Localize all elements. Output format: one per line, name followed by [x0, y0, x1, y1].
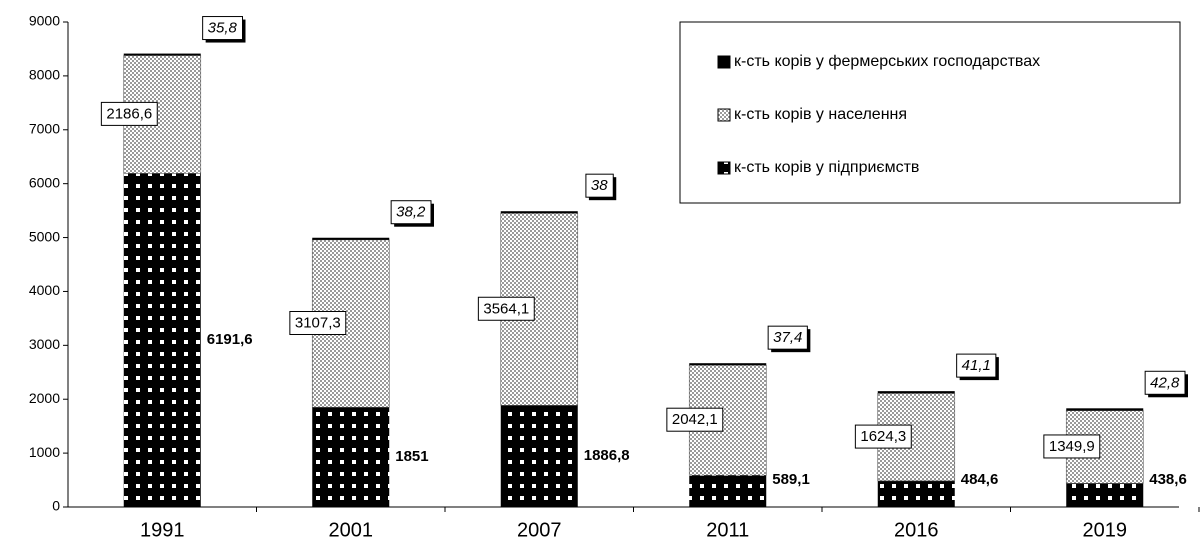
data-label: 484,6	[961, 471, 999, 488]
data-label: 1851	[395, 448, 428, 465]
legend-box	[679, 21, 1181, 204]
legend-swatch	[717, 161, 731, 175]
bar-segment	[312, 237, 390, 240]
data-label: 2042,1	[672, 411, 718, 428]
data-label-box	[767, 325, 808, 350]
data-label: 1349,9	[1049, 438, 1095, 455]
bar-segment	[1066, 408, 1144, 411]
data-label: 2186,6	[106, 105, 152, 122]
data-label-box	[854, 424, 912, 449]
data-label: 3564,1	[483, 300, 529, 317]
bar-segment	[1066, 483, 1144, 507]
x-tick-label: 2011	[706, 519, 749, 541]
data-label-box	[477, 296, 535, 321]
data-label: 1886,8	[584, 447, 630, 464]
data-label-box	[956, 353, 997, 378]
legend-label: к-сть корів у населення	[734, 106, 907, 123]
y-tick-label: 0	[52, 498, 60, 514]
data-label: 35,8	[208, 20, 238, 37]
data-label-box	[1144, 370, 1186, 395]
data-label-box	[289, 310, 347, 335]
data-label: 37,4	[773, 329, 802, 346]
legend-swatch	[717, 108, 731, 122]
bar-segment	[500, 405, 578, 507]
data-label-box	[202, 16, 244, 41]
x-tick-label: 2019	[1083, 519, 1128, 541]
data-label: 6191,6	[207, 331, 253, 348]
data-label: 38,2	[396, 204, 426, 221]
bar-segment	[689, 363, 767, 366]
data-label: 38	[591, 177, 608, 194]
bar-segment	[123, 53, 201, 56]
bar-segment	[312, 407, 390, 507]
y-tick-label: 9000	[29, 13, 60, 29]
y-tick-label: 4000	[29, 282, 60, 298]
data-label: 1624,3	[860, 428, 906, 445]
y-tick-label: 6000	[29, 174, 60, 190]
y-tick-label: 2000	[29, 390, 60, 406]
bar-segment	[123, 173, 201, 507]
x-tick-label: 1991	[140, 519, 185, 541]
legend-label: к-сть корів у фермерських господарствах	[734, 53, 1040, 70]
data-label: 42,8	[1150, 374, 1180, 391]
bar-segment	[877, 480, 955, 507]
legend-label: к-сть корів у підприємств	[734, 159, 919, 176]
data-label: 41,1	[962, 357, 991, 374]
data-label-box	[666, 407, 724, 432]
legend-swatch	[717, 55, 731, 69]
y-tick-label: 3000	[29, 336, 60, 352]
data-label: 589,1	[772, 471, 810, 488]
x-tick-label: 2016	[894, 519, 939, 541]
bar-segment	[689, 475, 767, 507]
data-label-box	[585, 173, 614, 198]
y-tick-label: 7000	[29, 120, 60, 136]
y-tick-label: 8000	[29, 67, 60, 83]
data-label-box	[1043, 434, 1101, 459]
data-label-box	[390, 200, 432, 225]
bar-segment	[500, 211, 578, 214]
data-label-box	[100, 101, 158, 126]
data-label: 3107,3	[295, 314, 341, 331]
x-tick-label: 2007	[517, 519, 562, 541]
y-tick-label: 5000	[29, 228, 60, 244]
data-label: 438,6	[1149, 471, 1187, 488]
x-tick-label: 2001	[329, 519, 374, 541]
y-tick-label: 1000	[29, 444, 60, 460]
bar-segment	[877, 391, 955, 394]
